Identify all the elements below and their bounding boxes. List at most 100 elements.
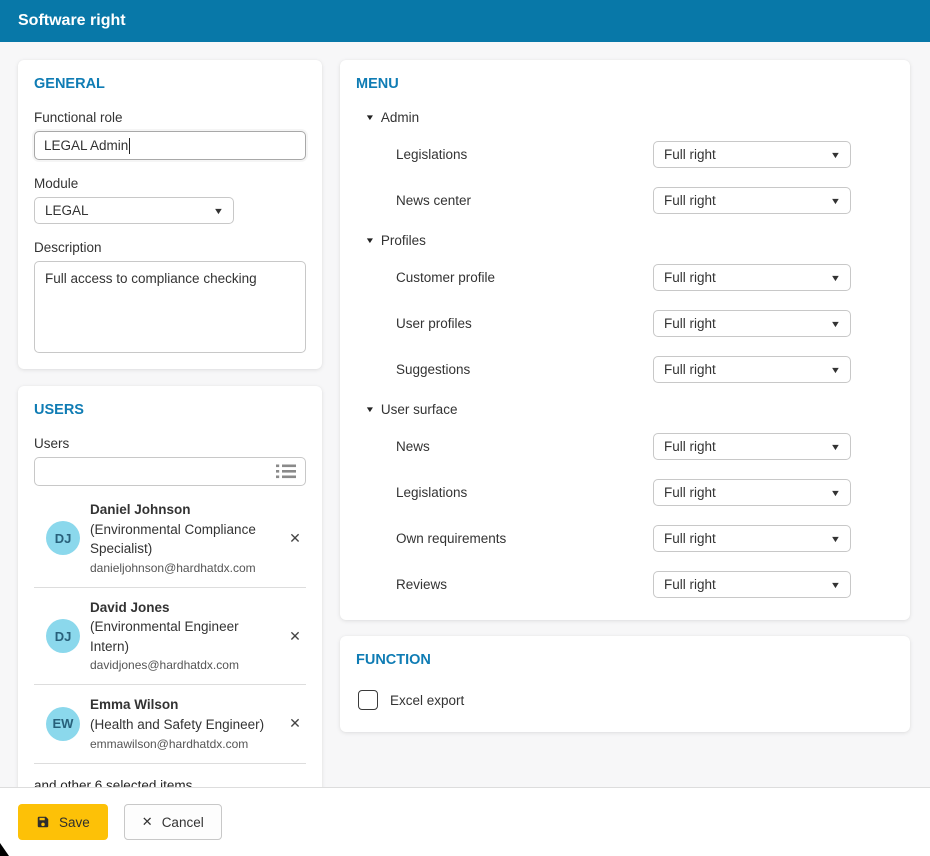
menu-row: News center Full right ▼ <box>356 187 851 214</box>
avatar: DJ <box>46 521 80 556</box>
right-select-value: Full right <box>664 439 716 454</box>
excel-export-row: Excel export <box>356 686 894 716</box>
right-select[interactable]: Full right ▼ <box>653 264 851 291</box>
menu-item-label: Customer profile <box>396 270 496 285</box>
description-textarea[interactable]: Full access to compliance checking <box>34 261 306 353</box>
chevron-down-icon: ▼ <box>829 441 842 452</box>
tree-group-label: Admin <box>380 110 420 125</box>
left-column: GENERAL Functional role LEGAL Admin Modu… <box>18 60 322 809</box>
footer-bar: Save ✕ Cancel <box>0 787 930 856</box>
right-select[interactable]: Full right ▼ <box>653 525 851 552</box>
menu-item-label: Suggestions <box>396 362 471 377</box>
right-select-value: Full right <box>664 147 716 162</box>
function-heading: FUNCTION <box>356 652 431 668</box>
users-card: USERS Users DJ Daniel Johnson (Environme… <box>18 386 322 809</box>
menu-row: Legislations Full right ▼ <box>356 141 851 168</box>
right-select[interactable]: Full right ▼ <box>653 571 851 598</box>
save-label: Save <box>59 814 90 830</box>
cancel-button[interactable]: ✕ Cancel <box>123 804 222 840</box>
user-row: DJ Daniel Johnson (Environmental Complia… <box>34 490 306 588</box>
menu-item-label: Legislations <box>396 485 468 500</box>
menu-tree: ▼ Admin Legislations Full right ▼ News c… <box>356 110 894 598</box>
chevron-down-icon: ▼ <box>829 364 842 375</box>
right-select-value: Full right <box>664 316 716 331</box>
chevron-down-icon: ▼ <box>829 272 842 283</box>
functional-role-input[interactable]: LEGAL Admin <box>34 131 306 160</box>
chevron-down-icon: ▼ <box>829 487 842 498</box>
save-disk-icon <box>37 816 49 828</box>
user-role: (Health and Safety Engineer) <box>90 716 265 732</box>
chevron-down-icon: ▼ <box>829 318 842 329</box>
functional-role-label: Functional role <box>34 110 123 125</box>
description-label: Description <box>34 240 102 255</box>
right-select-value: Full right <box>664 362 716 377</box>
menu-item-label: News center <box>396 193 472 208</box>
menu-row: Reviews Full right ▼ <box>356 571 851 598</box>
menu-row: Own requirements Full right ▼ <box>356 525 851 552</box>
chevron-down-icon: ▼ <box>829 533 842 544</box>
user-email: danieljohnson@hardhatdx.com <box>90 560 256 575</box>
menu-row: News Full right ▼ <box>356 433 851 460</box>
remove-user-icon[interactable]: ✕ <box>289 715 301 732</box>
menu-item-label: Own requirements <box>396 531 507 546</box>
close-icon: ✕ <box>141 814 153 829</box>
dialog-header: Software right <box>0 0 930 42</box>
module-select-value: LEGAL <box>45 203 89 218</box>
remove-user-icon[interactable]: ✕ <box>289 529 301 546</box>
user-name: Emma Wilson <box>90 697 179 713</box>
right-select[interactable]: Full right ▼ <box>653 479 851 506</box>
right-select-value: Full right <box>664 193 716 208</box>
tree-group-profiles[interactable]: ▼ Profiles <box>356 233 851 248</box>
right-select-value: Full right <box>664 270 716 285</box>
chevron-down-icon: ▼ <box>829 195 842 206</box>
tree-group-label: User surface <box>380 402 458 417</box>
user-row: DJ David Jones (Environmental Engineer I… <box>34 588 306 686</box>
right-select[interactable]: Full right ▼ <box>653 310 851 337</box>
user-row: EW Emma Wilson (Health and Safety Engine… <box>34 685 306 764</box>
menu-heading: MENU <box>356 76 399 92</box>
users-label: Users <box>34 436 70 451</box>
save-button[interactable]: Save <box>18 804 108 840</box>
caret-down-icon: ▼ <box>364 236 376 245</box>
excel-export-checkbox[interactable] <box>358 690 378 710</box>
right-select-value: Full right <box>664 531 716 546</box>
menu-row: Customer profile Full right ▼ <box>356 264 851 291</box>
menu-item-label: Legislations <box>396 147 468 162</box>
module-label: Module <box>34 176 79 191</box>
right-select[interactable]: Full right ▼ <box>653 433 851 460</box>
general-card: GENERAL Functional role LEGAL Admin Modu… <box>18 60 322 369</box>
menu-row: User profiles Full right ▼ <box>356 310 851 337</box>
remove-user-icon[interactable]: ✕ <box>289 627 301 644</box>
user-info: David Jones (Environmental Engineer Inte… <box>90 598 274 675</box>
user-info: Daniel Johnson (Environmental Compliance… <box>90 500 274 577</box>
menu-card: MENU ▼ Admin Legislations Full right ▼ N… <box>340 60 910 620</box>
tree-group-user-surface[interactable]: ▼ User surface <box>356 402 851 417</box>
menu-row: Legislations Full right ▼ <box>356 479 851 506</box>
right-column: MENU ▼ Admin Legislations Full right ▼ N… <box>340 60 910 732</box>
user-name: David Jones <box>90 599 170 615</box>
chevron-down-icon: ▼ <box>829 149 842 160</box>
right-select[interactable]: Full right ▼ <box>653 356 851 383</box>
functional-role-value: LEGAL Admin <box>44 138 129 153</box>
right-select[interactable]: Full right ▼ <box>653 187 851 214</box>
user-email: davidjones@hardhatdx.com <box>90 658 239 673</box>
module-select[interactable]: LEGAL ▼ <box>34 197 234 224</box>
list-icon[interactable] <box>276 464 296 479</box>
right-select[interactable]: Full right ▼ <box>653 141 851 168</box>
user-name: Daniel Johnson <box>90 502 191 517</box>
user-role: (Environmental Engineer Intern) <box>90 619 239 654</box>
users-heading: USERS <box>34 402 84 418</box>
menu-row: Suggestions Full right ▼ <box>356 356 851 383</box>
users-search-box <box>34 457 306 486</box>
user-role: (Environmental Compliance Specialist) <box>90 521 256 557</box>
chevron-down-icon: ▼ <box>212 205 225 216</box>
caret-down-icon: ▼ <box>364 113 376 122</box>
mouse-cursor <box>0 843 9 856</box>
dialog-body: GENERAL Functional role LEGAL Admin Modu… <box>0 42 930 809</box>
caret-down-icon: ▼ <box>364 405 376 414</box>
tree-group-admin[interactable]: ▼ Admin <box>356 110 851 125</box>
menu-item-label: User profiles <box>396 316 472 331</box>
users-search-input[interactable] <box>44 464 276 479</box>
avatar: DJ <box>46 619 80 654</box>
tree-group-label: Profiles <box>380 233 426 248</box>
